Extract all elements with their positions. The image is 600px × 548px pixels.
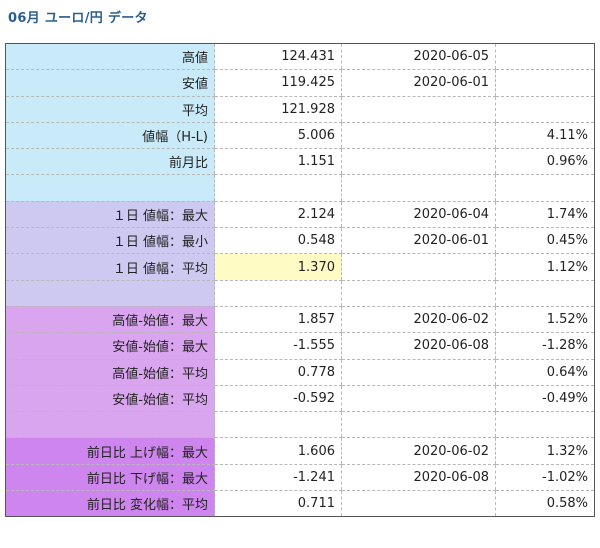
- row-pct: -1.02%: [495, 464, 595, 492]
- row-pct: -0.49%: [495, 385, 595, 413]
- row-pct: 0.45%: [495, 227, 595, 255]
- row-label: 前日比 下げ幅：最大: [5, 464, 215, 492]
- table-row: 前日比 上げ幅：最大 1.606 2020-06-02 1.32%: [5, 437, 595, 465]
- table-row: 値幅（H-L) 5.006 4.11%: [5, 122, 595, 150]
- row-date: 2020-06-01: [341, 227, 496, 255]
- row-date: [341, 253, 496, 281]
- row-value: -1.241: [214, 464, 342, 492]
- row-date: [341, 96, 496, 123]
- row-value: -0.592: [214, 385, 342, 413]
- row-label: 値幅（H-L): [5, 122, 215, 150]
- row-date: [341, 490, 496, 518]
- row-label: 前日比 変化幅：平均: [5, 490, 215, 518]
- row-pct: [495, 69, 595, 97]
- row-value: 5.006: [214, 122, 342, 150]
- row-label: １日 値幅：最大: [5, 201, 215, 229]
- row-value: [214, 411, 342, 439]
- row-date: 2020-06-02: [341, 306, 496, 334]
- row-value: 121.928: [214, 96, 342, 123]
- row-value: [214, 174, 342, 202]
- row-pct: 0.64%: [495, 359, 595, 386]
- row-pct: 1.32%: [495, 437, 595, 465]
- table-row: １日 値幅：最大 2.124 2020-06-04 1.74%: [5, 201, 595, 229]
- row-date: 2020-06-08: [341, 464, 496, 492]
- row-pct: 0.96%: [495, 148, 595, 176]
- row-value: [214, 280, 342, 307]
- row-label: [5, 411, 215, 439]
- highlighted-value: 1.370: [214, 253, 342, 281]
- row-value: 1.606: [214, 437, 342, 465]
- row-date: [341, 122, 496, 150]
- table-row: １日 値幅：最小 0.548 2020-06-01 0.45%: [5, 227, 595, 255]
- row-date: [341, 411, 496, 439]
- row-pct: 1.74%: [495, 201, 595, 229]
- row-label: 高値: [5, 42, 215, 71]
- table-row: 平均 121.928: [5, 96, 595, 123]
- row-value: 0.548: [214, 227, 342, 255]
- table-row: 安値 119.425 2020-06-01: [5, 69, 595, 97]
- table-row-spacer: [5, 411, 595, 439]
- page-title: 06月 ユーロ/円 データ: [8, 11, 148, 26]
- row-value: 0.711: [214, 490, 342, 518]
- row-date: [341, 359, 496, 386]
- row-label: [5, 280, 215, 307]
- row-pct: 1.12%: [495, 253, 595, 281]
- row-pct: 4.11%: [495, 122, 595, 150]
- table-row: 高値-始値：最大 1.857 2020-06-02 1.52%: [5, 306, 595, 334]
- row-date: 2020-06-08: [341, 332, 496, 360]
- row-value: -1.555: [214, 332, 342, 360]
- row-date: [341, 174, 496, 202]
- table-row: 前月比 1.151 0.96%: [5, 148, 595, 176]
- row-label: 安値-始値：平均: [5, 385, 215, 413]
- low-date: 2020-06-01: [341, 69, 496, 97]
- row-pct: [495, 96, 595, 123]
- row-date: 2020-06-04: [341, 201, 496, 229]
- row-pct: [495, 174, 595, 202]
- table-row-spacer: [5, 174, 595, 202]
- high-value: 124.431: [214, 42, 342, 71]
- row-date: 2020-06-02: [341, 437, 496, 465]
- row-label: 安値-始値：最大: [5, 332, 215, 360]
- row-date: [341, 280, 496, 307]
- row-label: 高値-始値：最大: [5, 306, 215, 334]
- row-label: [5, 174, 215, 202]
- table-row: 安値-始値：最大 -1.555 2020-06-08 -1.28%: [5, 332, 595, 360]
- row-label: 前月比: [5, 148, 215, 176]
- row-label: 平均: [5, 96, 215, 123]
- table-row-spacer: [5, 280, 595, 307]
- low-value: 119.425: [214, 69, 342, 97]
- table-row: 高値-始値：平均 0.778 0.64%: [5, 359, 595, 386]
- row-value: 2.124: [214, 201, 342, 229]
- row-value: 1.857: [214, 306, 342, 334]
- row-pct: 0.58%: [495, 490, 595, 518]
- row-label: １日 値幅：最小: [5, 227, 215, 255]
- row-label: 安値: [5, 69, 215, 97]
- data-table: 高値 124.431 2020-06-05 安値 119.425 2020-06…: [5, 42, 595, 518]
- table-row: 安値-始値：平均 -0.592 -0.49%: [5, 385, 595, 413]
- table-row: 前日比 変化幅：平均 0.711 0.58%: [5, 490, 595, 518]
- row-pct: 1.52%: [495, 306, 595, 334]
- row-date: [341, 148, 496, 176]
- table-row: 高値 124.431 2020-06-05: [5, 42, 595, 71]
- row-pct: [495, 280, 595, 307]
- row-pct: -1.28%: [495, 332, 595, 360]
- row-label: １日 値幅：平均: [5, 253, 215, 281]
- row-value: 1.151: [214, 148, 342, 176]
- row-date: [341, 385, 496, 413]
- table-row: 前日比 下げ幅：最大 -1.241 2020-06-08 -1.02%: [5, 464, 595, 492]
- table-row: １日 値幅：平均 1.370 1.12%: [5, 253, 595, 281]
- row-value: 0.778: [214, 359, 342, 386]
- row-label: 前日比 上げ幅：最大: [5, 437, 215, 465]
- high-date: 2020-06-05: [341, 42, 496, 71]
- row-pct: [495, 411, 595, 439]
- row-label: 高値-始値：平均: [5, 359, 215, 386]
- row-pct: [495, 42, 595, 71]
